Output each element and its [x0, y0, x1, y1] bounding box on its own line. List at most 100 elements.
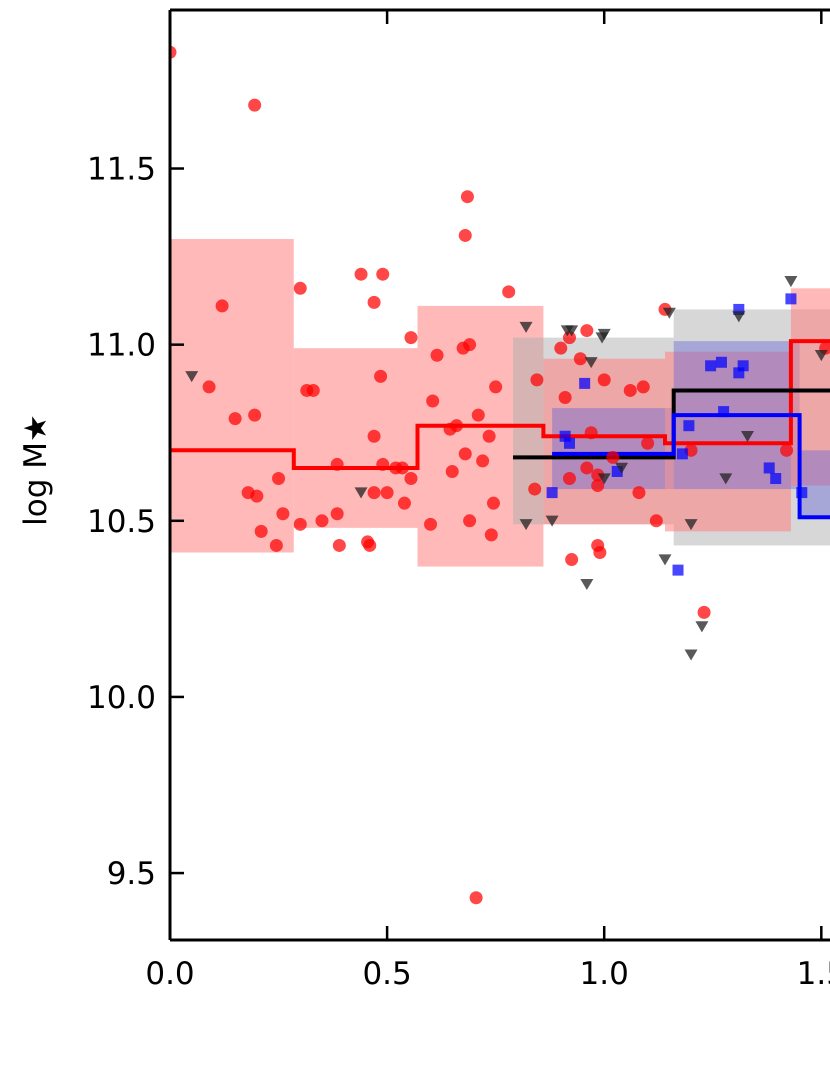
- blue-band-10: [800, 450, 830, 517]
- y-tick-label: 10.5: [87, 504, 156, 540]
- red-point-72: [563, 472, 576, 485]
- red-point-55: [563, 331, 576, 344]
- red-point-1: [248, 99, 261, 112]
- black-triangle-point-16: [695, 621, 708, 632]
- red-point-51: [333, 539, 346, 552]
- red-point-44: [315, 514, 328, 527]
- blue-point-3: [579, 378, 590, 389]
- red-point-33: [331, 458, 344, 471]
- blue-point-16: [673, 565, 684, 576]
- x-tick-label: 1.0: [580, 956, 629, 992]
- blue-point-15: [785, 293, 796, 304]
- red-point-14: [203, 380, 216, 393]
- red-point-43: [294, 518, 307, 531]
- red-point-46: [255, 525, 268, 538]
- black-triangle-point-21: [784, 276, 797, 287]
- red-band-0: [170, 239, 294, 553]
- red-point-25: [483, 430, 496, 443]
- red-point-32: [396, 461, 409, 474]
- red-point-6: [502, 285, 515, 298]
- red-point-65: [641, 437, 654, 450]
- red-point-9: [368, 296, 381, 309]
- red-point-61: [559, 391, 572, 404]
- red-point-50: [270, 539, 283, 552]
- red-point-4: [216, 299, 229, 312]
- red-point-3: [459, 229, 472, 242]
- blue-point-2: [547, 487, 558, 498]
- red-point-13: [431, 349, 444, 362]
- uncertainty-bands: [170, 239, 830, 567]
- red-point-34: [404, 472, 417, 485]
- red-point-10: [404, 331, 417, 344]
- red-point-47: [463, 514, 476, 527]
- red-point-58: [574, 352, 587, 365]
- red-point-69: [632, 486, 645, 499]
- red-point-76: [565, 553, 578, 566]
- red-point-5: [294, 282, 307, 295]
- red-point-48: [424, 518, 437, 531]
- red-point-26: [368, 430, 381, 443]
- red-point-41: [487, 497, 500, 510]
- red-point-53: [363, 539, 376, 552]
- blue-point-8: [716, 357, 727, 368]
- red-point-59: [598, 373, 611, 386]
- red-point-38: [368, 486, 381, 499]
- x-tick-label: 1.5: [797, 956, 830, 992]
- x-tick-label: 0.0: [145, 956, 194, 992]
- red-point-78: [698, 606, 711, 619]
- red-point-66: [606, 451, 619, 464]
- blue-point-13: [770, 473, 781, 484]
- red-point-75: [593, 546, 606, 559]
- red-point-17: [374, 370, 387, 383]
- red-point-28: [476, 454, 489, 467]
- x-tick-label: 0.5: [362, 956, 411, 992]
- red-point-67: [580, 461, 593, 474]
- red-point-60: [530, 373, 543, 386]
- red-point-2: [461, 190, 474, 203]
- blue-point-17: [796, 487, 807, 498]
- red-point-22: [472, 409, 485, 422]
- red-point-62: [624, 384, 637, 397]
- black-triangle-point-12: [580, 579, 593, 590]
- red-point-27: [459, 447, 472, 460]
- red-point-30: [376, 458, 389, 471]
- red-point-45: [331, 507, 344, 520]
- red-point-35: [272, 472, 285, 485]
- red-point-57: [580, 324, 593, 337]
- red-point-80: [780, 444, 793, 457]
- red-point-21: [248, 409, 261, 422]
- red-point-49: [485, 528, 498, 541]
- blue-point-11: [718, 406, 729, 417]
- red-point-40: [398, 497, 411, 510]
- red-point-39: [381, 486, 394, 499]
- red-point-56: [554, 342, 567, 355]
- black-triangle-point-17: [685, 649, 698, 660]
- y-tick-label: 11.5: [87, 152, 156, 188]
- red-point-20: [229, 412, 242, 425]
- red-point-42: [276, 507, 289, 520]
- red-point-18: [489, 380, 502, 393]
- blue-point-10: [738, 360, 749, 371]
- red-point-71: [528, 483, 541, 496]
- y-tick-label: 9.5: [107, 856, 156, 892]
- blue-point-1: [564, 438, 575, 449]
- red-point-24: [450, 419, 463, 432]
- red-point-8: [376, 268, 389, 281]
- red-point-19: [426, 395, 439, 408]
- black-triangle-point-13: [659, 554, 672, 565]
- blue-point-5: [677, 448, 688, 459]
- red-point-29: [446, 465, 459, 478]
- y-tick-label: 11.0: [87, 328, 156, 364]
- red-point-73: [650, 514, 663, 527]
- blue-point-6: [683, 420, 694, 431]
- red-point-12: [457, 342, 470, 355]
- red-point-7: [355, 268, 368, 281]
- y-tick-label: 10.0: [87, 680, 156, 716]
- red-point-64: [585, 426, 598, 439]
- red-point-54: [470, 891, 483, 904]
- red-point-37: [250, 490, 263, 503]
- blue-point-12: [764, 462, 775, 473]
- red-point-63: [637, 380, 650, 393]
